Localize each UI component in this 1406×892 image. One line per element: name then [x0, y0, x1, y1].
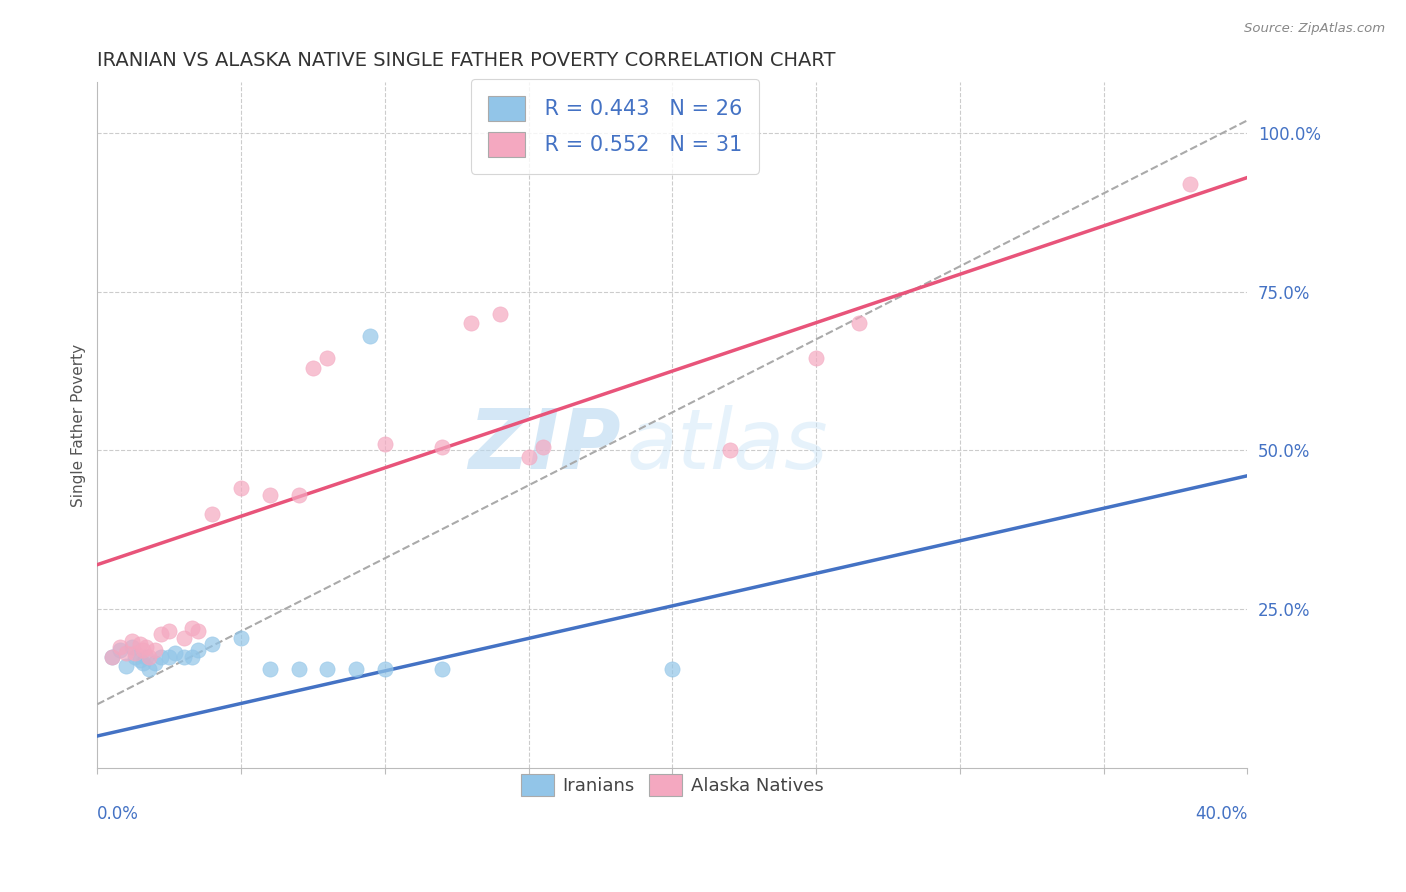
Point	[187, 643, 209, 657]
Point	[460, 317, 482, 331]
Point	[173, 631, 195, 645]
Point	[488, 307, 510, 321]
Point	[187, 624, 209, 639]
Point	[344, 662, 367, 676]
Point	[132, 643, 155, 657]
Text: atlas: atlas	[626, 405, 828, 486]
Point	[181, 649, 204, 664]
Point	[135, 649, 157, 664]
Point	[359, 329, 381, 343]
Point	[115, 647, 138, 661]
Point	[124, 649, 146, 664]
Text: Source: ZipAtlas.com: Source: ZipAtlas.com	[1244, 22, 1385, 36]
Text: 40.0%: 40.0%	[1195, 805, 1247, 823]
Text: IRANIAN VS ALASKA NATIVE SINGLE FATHER POVERTY CORRELATION CHART: IRANIAN VS ALASKA NATIVE SINGLE FATHER P…	[97, 51, 835, 70]
Point	[132, 656, 155, 670]
Point	[316, 351, 339, 366]
Point	[100, 649, 122, 664]
Point	[124, 647, 146, 661]
Point	[121, 640, 143, 654]
Text: ZIP: ZIP	[468, 405, 620, 486]
Point	[138, 649, 160, 664]
Point	[143, 656, 166, 670]
Point	[163, 647, 186, 661]
Point	[100, 649, 122, 664]
Point	[804, 351, 827, 366]
Point	[149, 649, 172, 664]
Point	[661, 662, 683, 676]
Point	[432, 662, 454, 676]
Point	[287, 488, 309, 502]
Point	[517, 450, 540, 464]
Point	[138, 662, 160, 676]
Point	[259, 662, 281, 676]
Point	[1178, 177, 1201, 191]
Point	[287, 662, 309, 676]
Point	[143, 643, 166, 657]
Point	[181, 621, 204, 635]
Legend: Iranians, Alaska Natives: Iranians, Alaska Natives	[513, 767, 831, 803]
Point	[129, 653, 152, 667]
Point	[135, 640, 157, 654]
Point	[157, 649, 180, 664]
Point	[718, 443, 741, 458]
Point	[115, 659, 138, 673]
Point	[121, 633, 143, 648]
Y-axis label: Single Father Poverty: Single Father Poverty	[72, 343, 86, 507]
Point	[149, 627, 172, 641]
Point	[110, 643, 132, 657]
Point	[432, 440, 454, 454]
Point	[531, 440, 554, 454]
Point	[316, 662, 339, 676]
Point	[374, 437, 396, 451]
Point	[157, 624, 180, 639]
Point	[201, 507, 224, 521]
Point	[374, 662, 396, 676]
Point	[302, 360, 325, 375]
Point	[229, 631, 252, 645]
Point	[259, 488, 281, 502]
Point	[129, 637, 152, 651]
Text: 0.0%: 0.0%	[97, 805, 139, 823]
Point	[173, 649, 195, 664]
Point	[201, 637, 224, 651]
Point	[229, 482, 252, 496]
Point	[110, 640, 132, 654]
Point	[848, 317, 870, 331]
